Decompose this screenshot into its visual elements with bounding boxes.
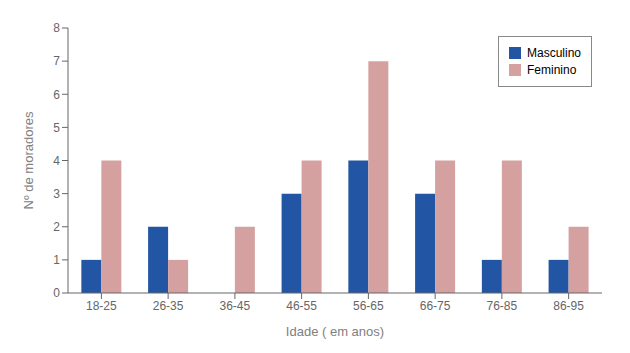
svg-text:Idade ( em anos): Idade ( em anos): [286, 324, 384, 339]
svg-text:18-25: 18-25: [86, 299, 117, 313]
svg-text:46-55: 46-55: [286, 299, 317, 313]
html-text:Masculino: Masculino: [527, 46, 581, 60]
svg-text:7: 7: [53, 54, 60, 68]
svg-text:86-95: 86-95: [553, 299, 584, 313]
svg-text:0: 0: [53, 286, 60, 300]
svg-text:5: 5: [53, 121, 60, 135]
svg-text:3: 3: [53, 187, 60, 201]
html-text:Feminino: Feminino: [527, 63, 577, 77]
svg-text:1: 1: [53, 253, 60, 267]
svg-text:56-65: 56-65: [353, 299, 384, 313]
svg-text:76-85: 76-85: [487, 299, 518, 313]
svg-text:4: 4: [53, 154, 60, 168]
svg-text:26-35: 26-35: [153, 299, 184, 313]
svg-text:Nº de moradores: Nº de moradores: [21, 111, 36, 209]
svg-text:2: 2: [53, 220, 60, 234]
svg-text:66-75: 66-75: [420, 299, 451, 313]
svg-text:8: 8: [53, 21, 60, 35]
svg-text:36-45: 36-45: [220, 299, 251, 313]
svg-text:6: 6: [53, 88, 60, 102]
